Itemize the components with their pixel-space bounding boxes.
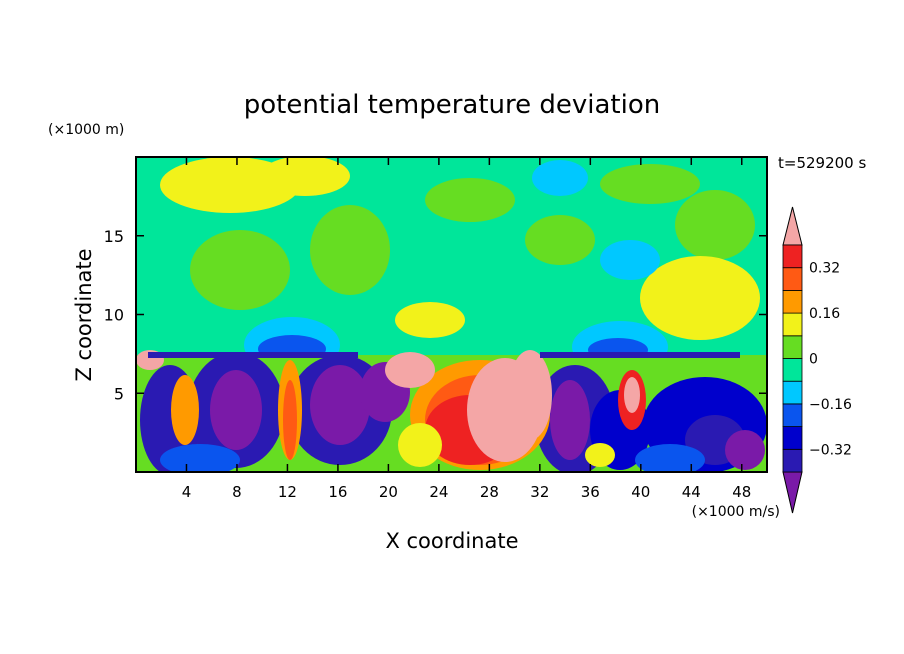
contour-region [160,444,240,472]
colorbar-extend-min [782,471,803,514]
x-tick-label: 12 [278,483,297,501]
contour-region [508,350,552,440]
colorbar-label: 0.32 [809,261,840,277]
colorbar-segment [782,448,803,473]
contour-region [310,205,390,295]
y-tick-label: 5 [114,384,124,403]
contour-region [425,178,515,222]
contour-fields [136,157,767,472]
chart-title: potential temperature deviation [244,90,660,120]
colorbar-label: −0.32 [809,442,852,458]
colorbar-segment [782,244,803,269]
plot-area [135,156,768,473]
x-tick-label: 48 [732,483,751,501]
y-axis: 5 10 15 [104,227,767,403]
colorbar-segment [782,267,803,291]
x-tick-label: 36 [581,483,600,501]
contour-region [148,352,358,358]
contour-region [585,443,615,467]
y-tick-label: 10 [104,306,124,325]
x-tick-label: 20 [379,483,398,501]
colorbar-segment [782,403,803,427]
contour-region [190,230,290,310]
contour-region [283,380,297,460]
contour-region [532,160,588,196]
contour-region [624,377,640,413]
contour-region [600,240,660,280]
x-tick-label: 28 [480,483,499,501]
colorbar-label: −0.16 [809,397,852,413]
contour-region [395,302,465,338]
colorbar-label: 0 [809,352,818,368]
x-tick-label: 24 [429,483,448,501]
contour-region [640,256,760,340]
contour-region [385,352,435,388]
colorbar-segment [782,426,803,450]
x-tick-label: 44 [682,483,701,501]
contour-region [635,444,705,472]
contour-region [550,380,590,460]
x-axis: 4 8 12 16 20 24 28 32 36 40 44 48 [182,157,751,501]
contour-region [600,164,700,204]
x-tick-label: 40 [631,483,650,501]
contour-region [525,215,595,265]
colorbar-segment [782,289,803,314]
x-tick-label: 8 [232,483,242,501]
contour-region [171,375,199,445]
time-label: t=529200 s [778,154,866,172]
y-tick-label: 15 [104,227,124,246]
colorbar-segment [782,358,803,382]
contour-region [310,365,370,445]
colorbar-segment [782,335,803,359]
contour-region [210,370,262,450]
colorbar-segment [782,380,803,405]
x-unit-label: (×1000 m/s) [692,504,780,520]
contour-region [260,157,350,196]
contour-region [398,423,442,467]
contour-region [540,352,740,358]
x-axis-label: X coordinate [385,529,518,553]
x-tick-label: 4 [182,483,192,501]
contour-region [725,430,765,470]
colorbar: 0.32 0.16 0 −0.16 −0.32 [782,206,852,514]
x-tick-label: 32 [530,483,549,501]
colorbar-label: 0.16 [809,306,840,322]
y-axis-label: Z coordinate [72,248,96,381]
colorbar-extend-max [782,206,803,246]
colorbar-segment [782,312,803,337]
x-tick-label: 16 [328,483,347,501]
y-unit-label: (×1000 m) [48,122,124,138]
contour-region [675,190,755,260]
